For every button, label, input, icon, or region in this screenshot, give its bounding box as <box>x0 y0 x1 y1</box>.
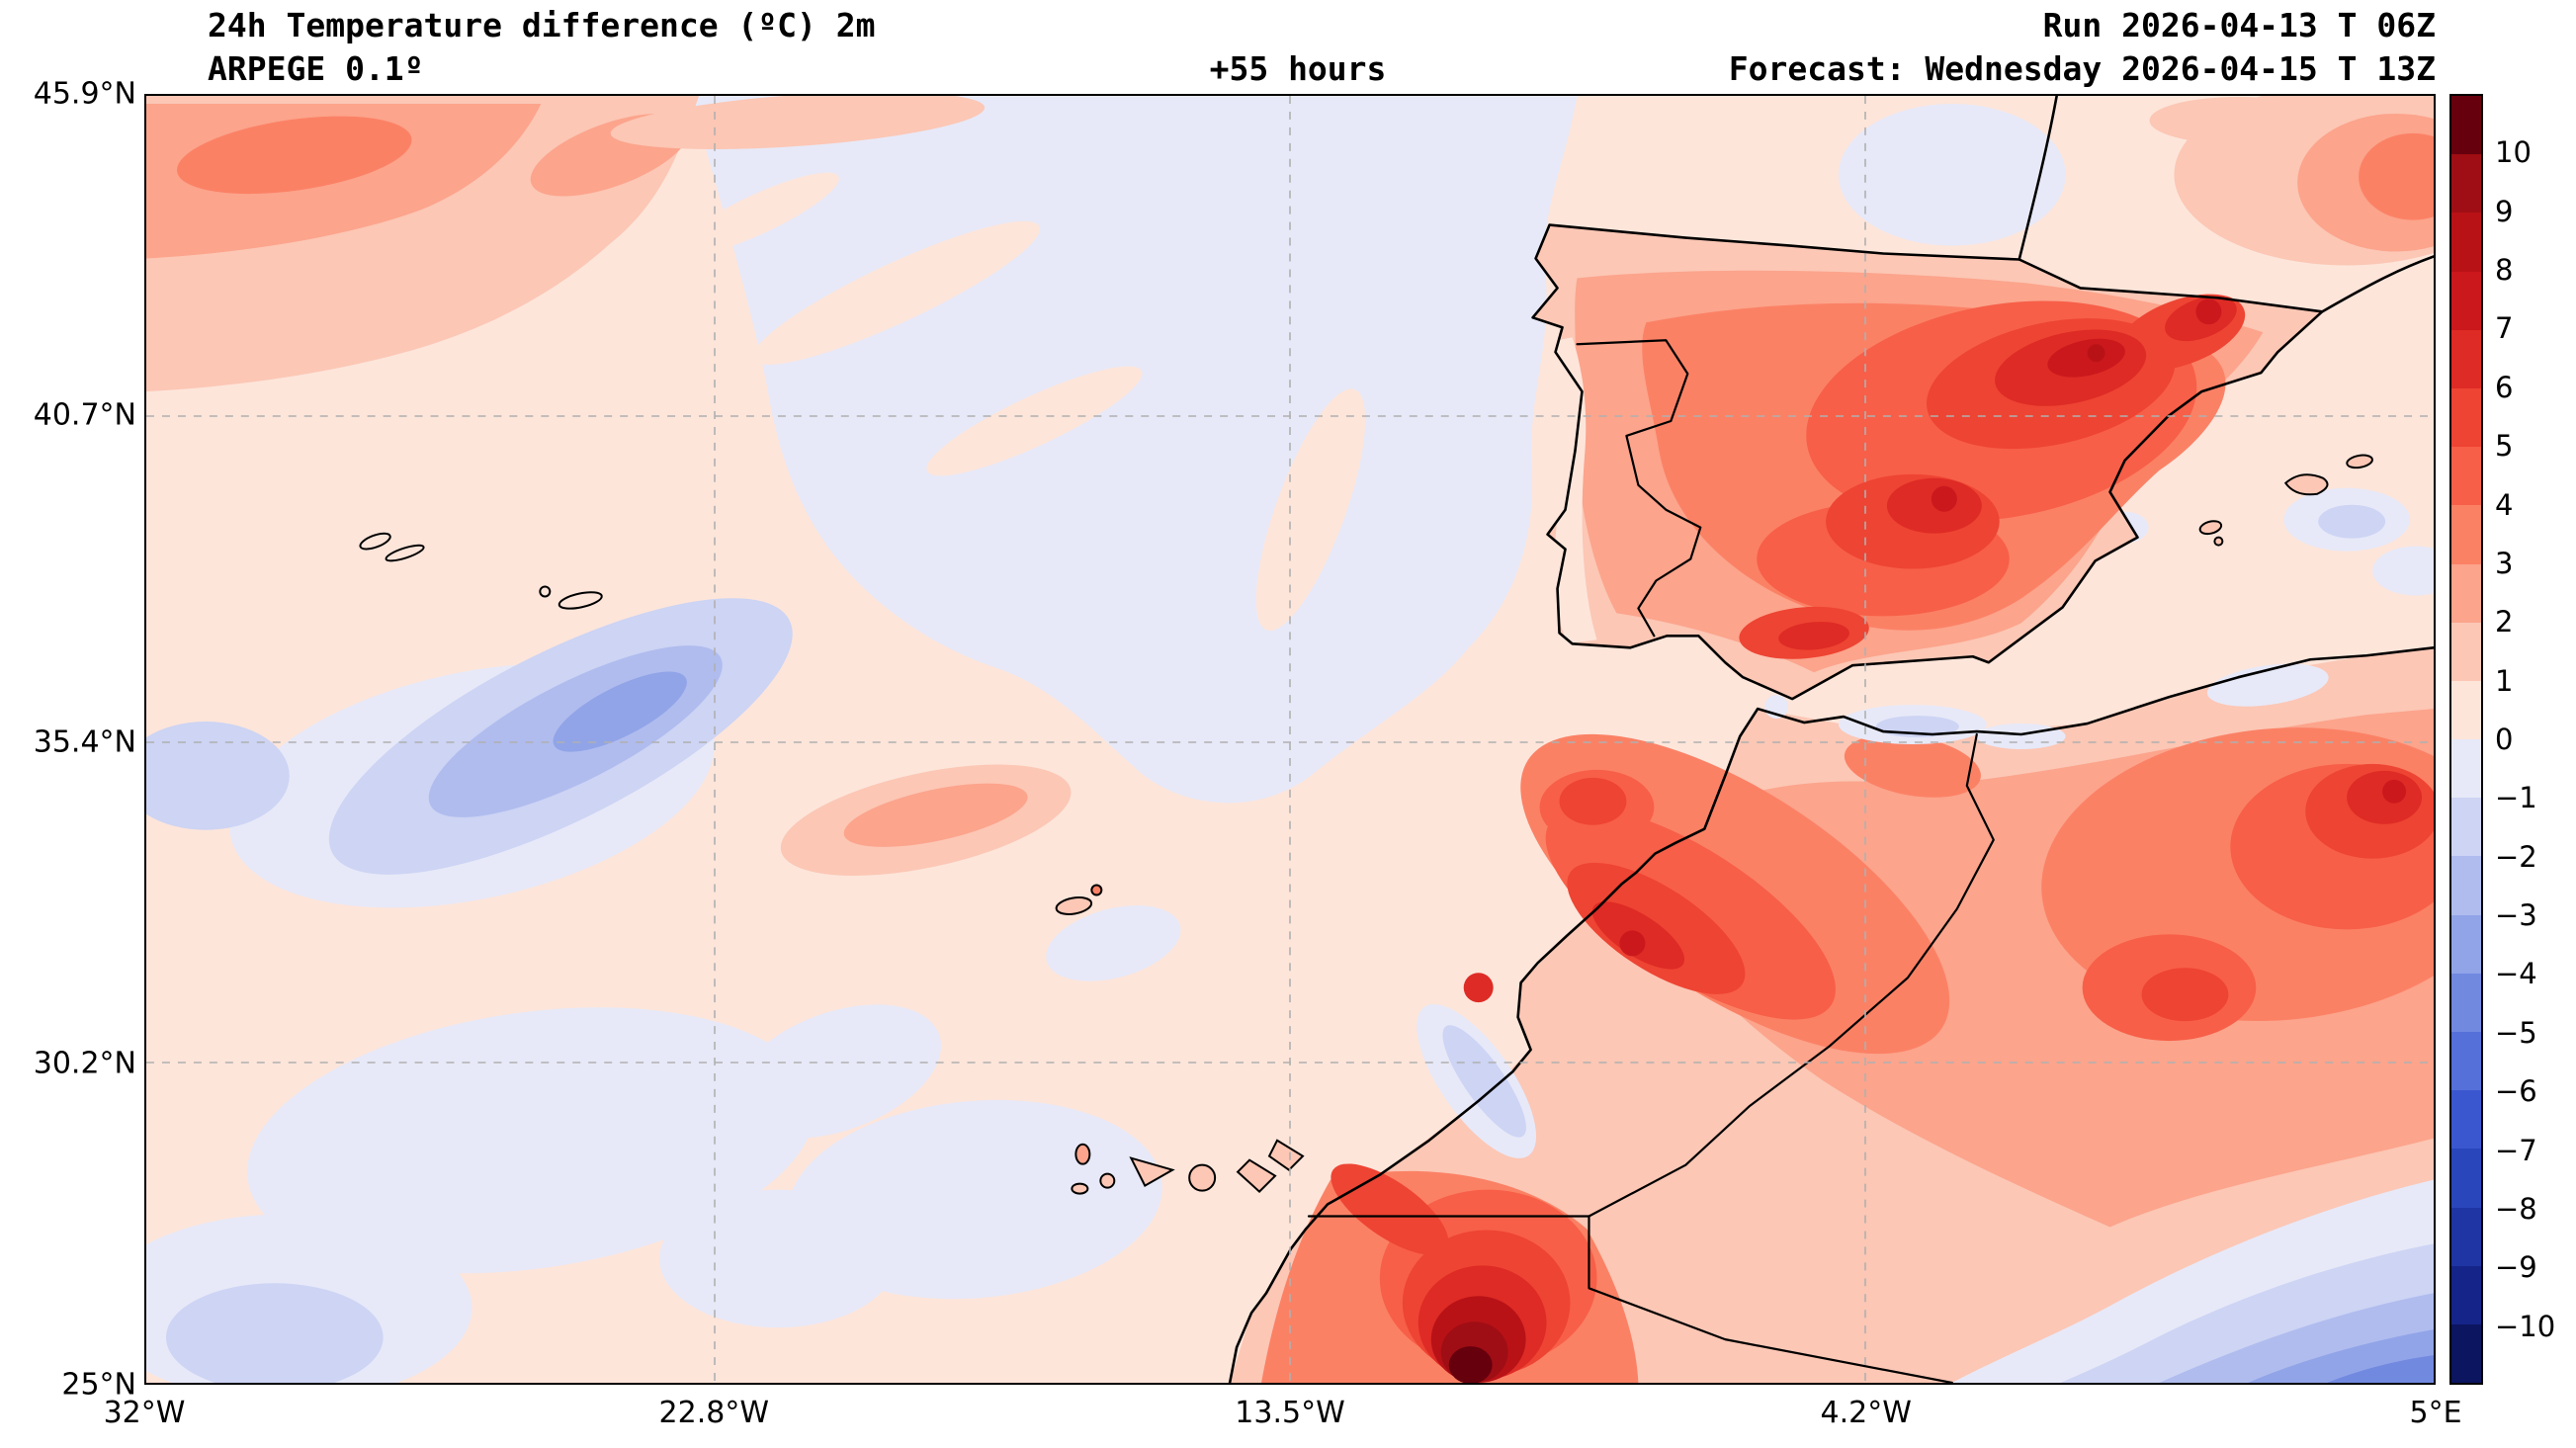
colorbar-band <box>2451 505 2481 564</box>
colorbar-band <box>2451 856 2481 915</box>
colorbar-tick-label: −3 <box>2495 898 2537 933</box>
lat-tick-label: 40.7°N <box>33 397 136 433</box>
colorbar-tick-label: 5 <box>2495 429 2514 464</box>
lon-tick-label: 13.5°W <box>1235 1396 1345 1430</box>
map-plot-area <box>144 94 2436 1385</box>
colorbar-band <box>2451 1032 2481 1091</box>
forecast-label: Forecast: Wednesday 2026-04-15 T 13Z <box>1728 49 2436 88</box>
colorbar-band <box>2451 96 2481 155</box>
temperature-field-layer <box>146 96 2434 1383</box>
colorbar-tick-label: −5 <box>2495 1015 2537 1050</box>
colorbar-tick-label: 7 <box>2495 311 2514 346</box>
colorbar-band <box>2451 1090 2481 1150</box>
chart-title: 24h Temperature difference (ºC) 2m <box>208 6 876 44</box>
colorbar-band <box>2451 563 2481 623</box>
lon-tick-label: 22.8°W <box>658 1396 769 1430</box>
colorbar-tick-label: 6 <box>2495 370 2514 404</box>
gridlines-layer <box>146 96 2434 1383</box>
colorbar-tick-label: −6 <box>2495 1074 2537 1109</box>
colorbar-tick-label: −1 <box>2495 781 2537 815</box>
colorbar-band <box>2451 387 2481 448</box>
colorbar-band <box>2451 329 2481 388</box>
lon-tick-label: 32°W <box>103 1396 186 1430</box>
colorbar-tick-label: 8 <box>2495 253 2514 288</box>
colorbar-band <box>2451 798 2481 857</box>
lon-tick-label: 5°E <box>2409 1396 2462 1430</box>
map-canvas <box>146 96 2434 1383</box>
colorbar-band <box>2451 739 2481 799</box>
colorbar-band <box>2451 622 2481 681</box>
colorbar-band <box>2451 1149 2481 1208</box>
model-label: ARPEGE 0.1º <box>208 49 424 88</box>
colorbar-tick-label: 3 <box>2495 546 2514 580</box>
colorbar-tick-label: −9 <box>2495 1250 2537 1285</box>
colorbar-tick-label: 9 <box>2495 194 2514 228</box>
lon-tick-label: 4.2°W <box>1820 1396 1912 1430</box>
colorbar-band <box>2451 271 2481 330</box>
colorbar-tick-label: 0 <box>2495 723 2514 756</box>
colorbar-tick-label: −7 <box>2495 1133 2537 1167</box>
colorbar-tick-label: −8 <box>2495 1191 2537 1226</box>
colorbar-band <box>2451 154 2481 213</box>
lat-tick-label: 35.4°N <box>33 724 136 760</box>
colorbar-band <box>2451 1207 2481 1266</box>
colorbar-tick-label: 10 <box>2495 135 2532 170</box>
colorbar-tick-label: −2 <box>2495 839 2537 874</box>
colorbar <box>2449 94 2483 1385</box>
colorbar-tick-label: −10 <box>2495 1309 2556 1343</box>
colorbar-band <box>2451 213 2481 272</box>
lat-tick-label: 45.9°N <box>33 76 136 112</box>
coastlines-layer <box>359 96 2434 1383</box>
colorbar-band <box>2451 1265 2481 1324</box>
run-label: Run 2026-04-13 T 06Z <box>2042 6 2436 44</box>
colorbar-tick-label: 4 <box>2495 487 2514 522</box>
colorbar-band <box>2451 447 2481 506</box>
lat-tick-label: 30.2°N <box>33 1046 136 1081</box>
colorbar-band <box>2451 973 2481 1032</box>
colorbar-tick-label: 2 <box>2495 605 2514 639</box>
colorbar-band <box>2451 1323 2481 1384</box>
colorbar-tick-label: −4 <box>2495 957 2537 991</box>
lead-time-label: +55 hours <box>1209 49 1387 88</box>
lat-tick-label: 25°N <box>61 1367 136 1403</box>
colorbar-band <box>2451 680 2481 740</box>
colorbar-tick-label: 1 <box>2495 663 2514 698</box>
colorbar-band <box>2451 914 2481 974</box>
